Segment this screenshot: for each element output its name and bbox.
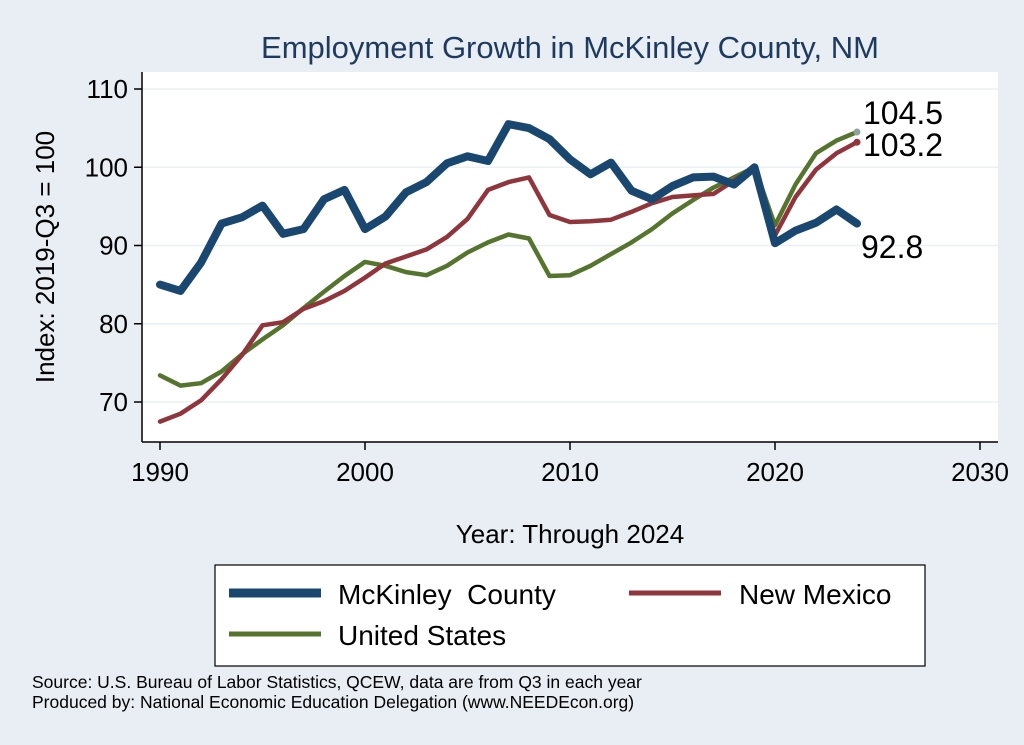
produced-by-note: Produced by: National Economic Education…	[32, 692, 634, 712]
y-tick-label: 90	[99, 231, 128, 261]
legend-label-mckinley-county: McKinley County	[338, 579, 556, 610]
x-axis-title: Year: Through 2024	[456, 519, 684, 549]
y-tick-label: 70	[99, 387, 128, 417]
y-tick-label: 110	[87, 74, 128, 104]
x-tick-label: 2020	[746, 457, 804, 487]
x-tick-label: 2030	[951, 457, 1009, 487]
legend-label-new-mexico: New Mexico	[739, 579, 891, 610]
legend-box	[214, 564, 926, 667]
series-endpoint-new-mexico	[853, 138, 861, 146]
end-value-label: 103.2	[863, 127, 943, 163]
x-tick-label: 2010	[541, 457, 599, 487]
x-tick-label: 1990	[131, 457, 189, 487]
series-line-mckinley-county	[156, 120, 861, 295]
chart-title: Employment Growth in McKinley County, NM	[261, 30, 879, 65]
end-value-label: 104.5	[863, 95, 943, 131]
legend: McKinley County New Mexico United States	[229, 579, 891, 651]
legend-label-united-states: United States	[338, 620, 506, 651]
source-note: Source: U.S. Bureau of Labor Statistics,…	[32, 672, 642, 692]
end-value-label: 92.8	[861, 229, 923, 265]
series-endpoint-mckinley-county	[854, 220, 860, 227]
series-endpoint-united-states	[853, 128, 861, 136]
series-lines	[156, 120, 861, 424]
y-tick-label: 100	[85, 152, 128, 182]
x-tick-label: 2000	[336, 457, 394, 487]
y-axis-title: Index: 2019-Q3 = 100	[30, 131, 60, 383]
axis-ticks: 70 80 90 100 110 1990 2000 2010 2020 2030	[85, 74, 1009, 487]
y-tick-label: 80	[99, 309, 128, 339]
